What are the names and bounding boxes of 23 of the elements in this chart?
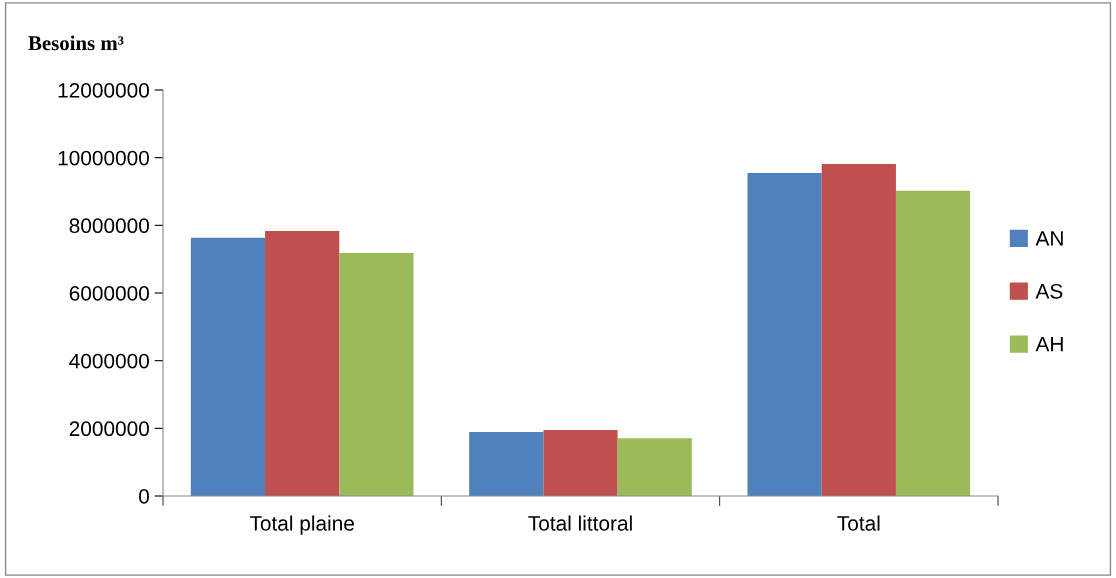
y-tick-label: 6000000 [69, 286, 149, 301]
y-tick-label: 2000000 [69, 421, 149, 437]
y-tick-label: 10000000 [58, 150, 149, 166]
bar [895, 190, 971, 496]
bar [617, 438, 692, 496]
x-tick-label: Total [837, 515, 880, 531]
y-tick-label: 0 [139, 489, 149, 504]
y-axis-title: Besoins m³ [28, 35, 124, 51]
bar [190, 237, 266, 496]
x-tick-label: Total plaine [249, 515, 354, 535]
legend-label: AN [1035, 231, 1063, 246]
y-tick-label: 12000000 [58, 83, 149, 98]
bar [543, 430, 618, 496]
legend-label: AH [1035, 336, 1063, 352]
y-tick-label: 4000000 [69, 353, 149, 369]
legend-label: AS [1035, 283, 1063, 299]
bar [339, 253, 414, 496]
bar [265, 231, 340, 496]
y-tick-label: 8000000 [69, 218, 149, 234]
bar [469, 432, 544, 496]
bar [747, 172, 822, 496]
x-tick-label: Total littoral [528, 515, 632, 531]
bar [821, 164, 896, 496]
